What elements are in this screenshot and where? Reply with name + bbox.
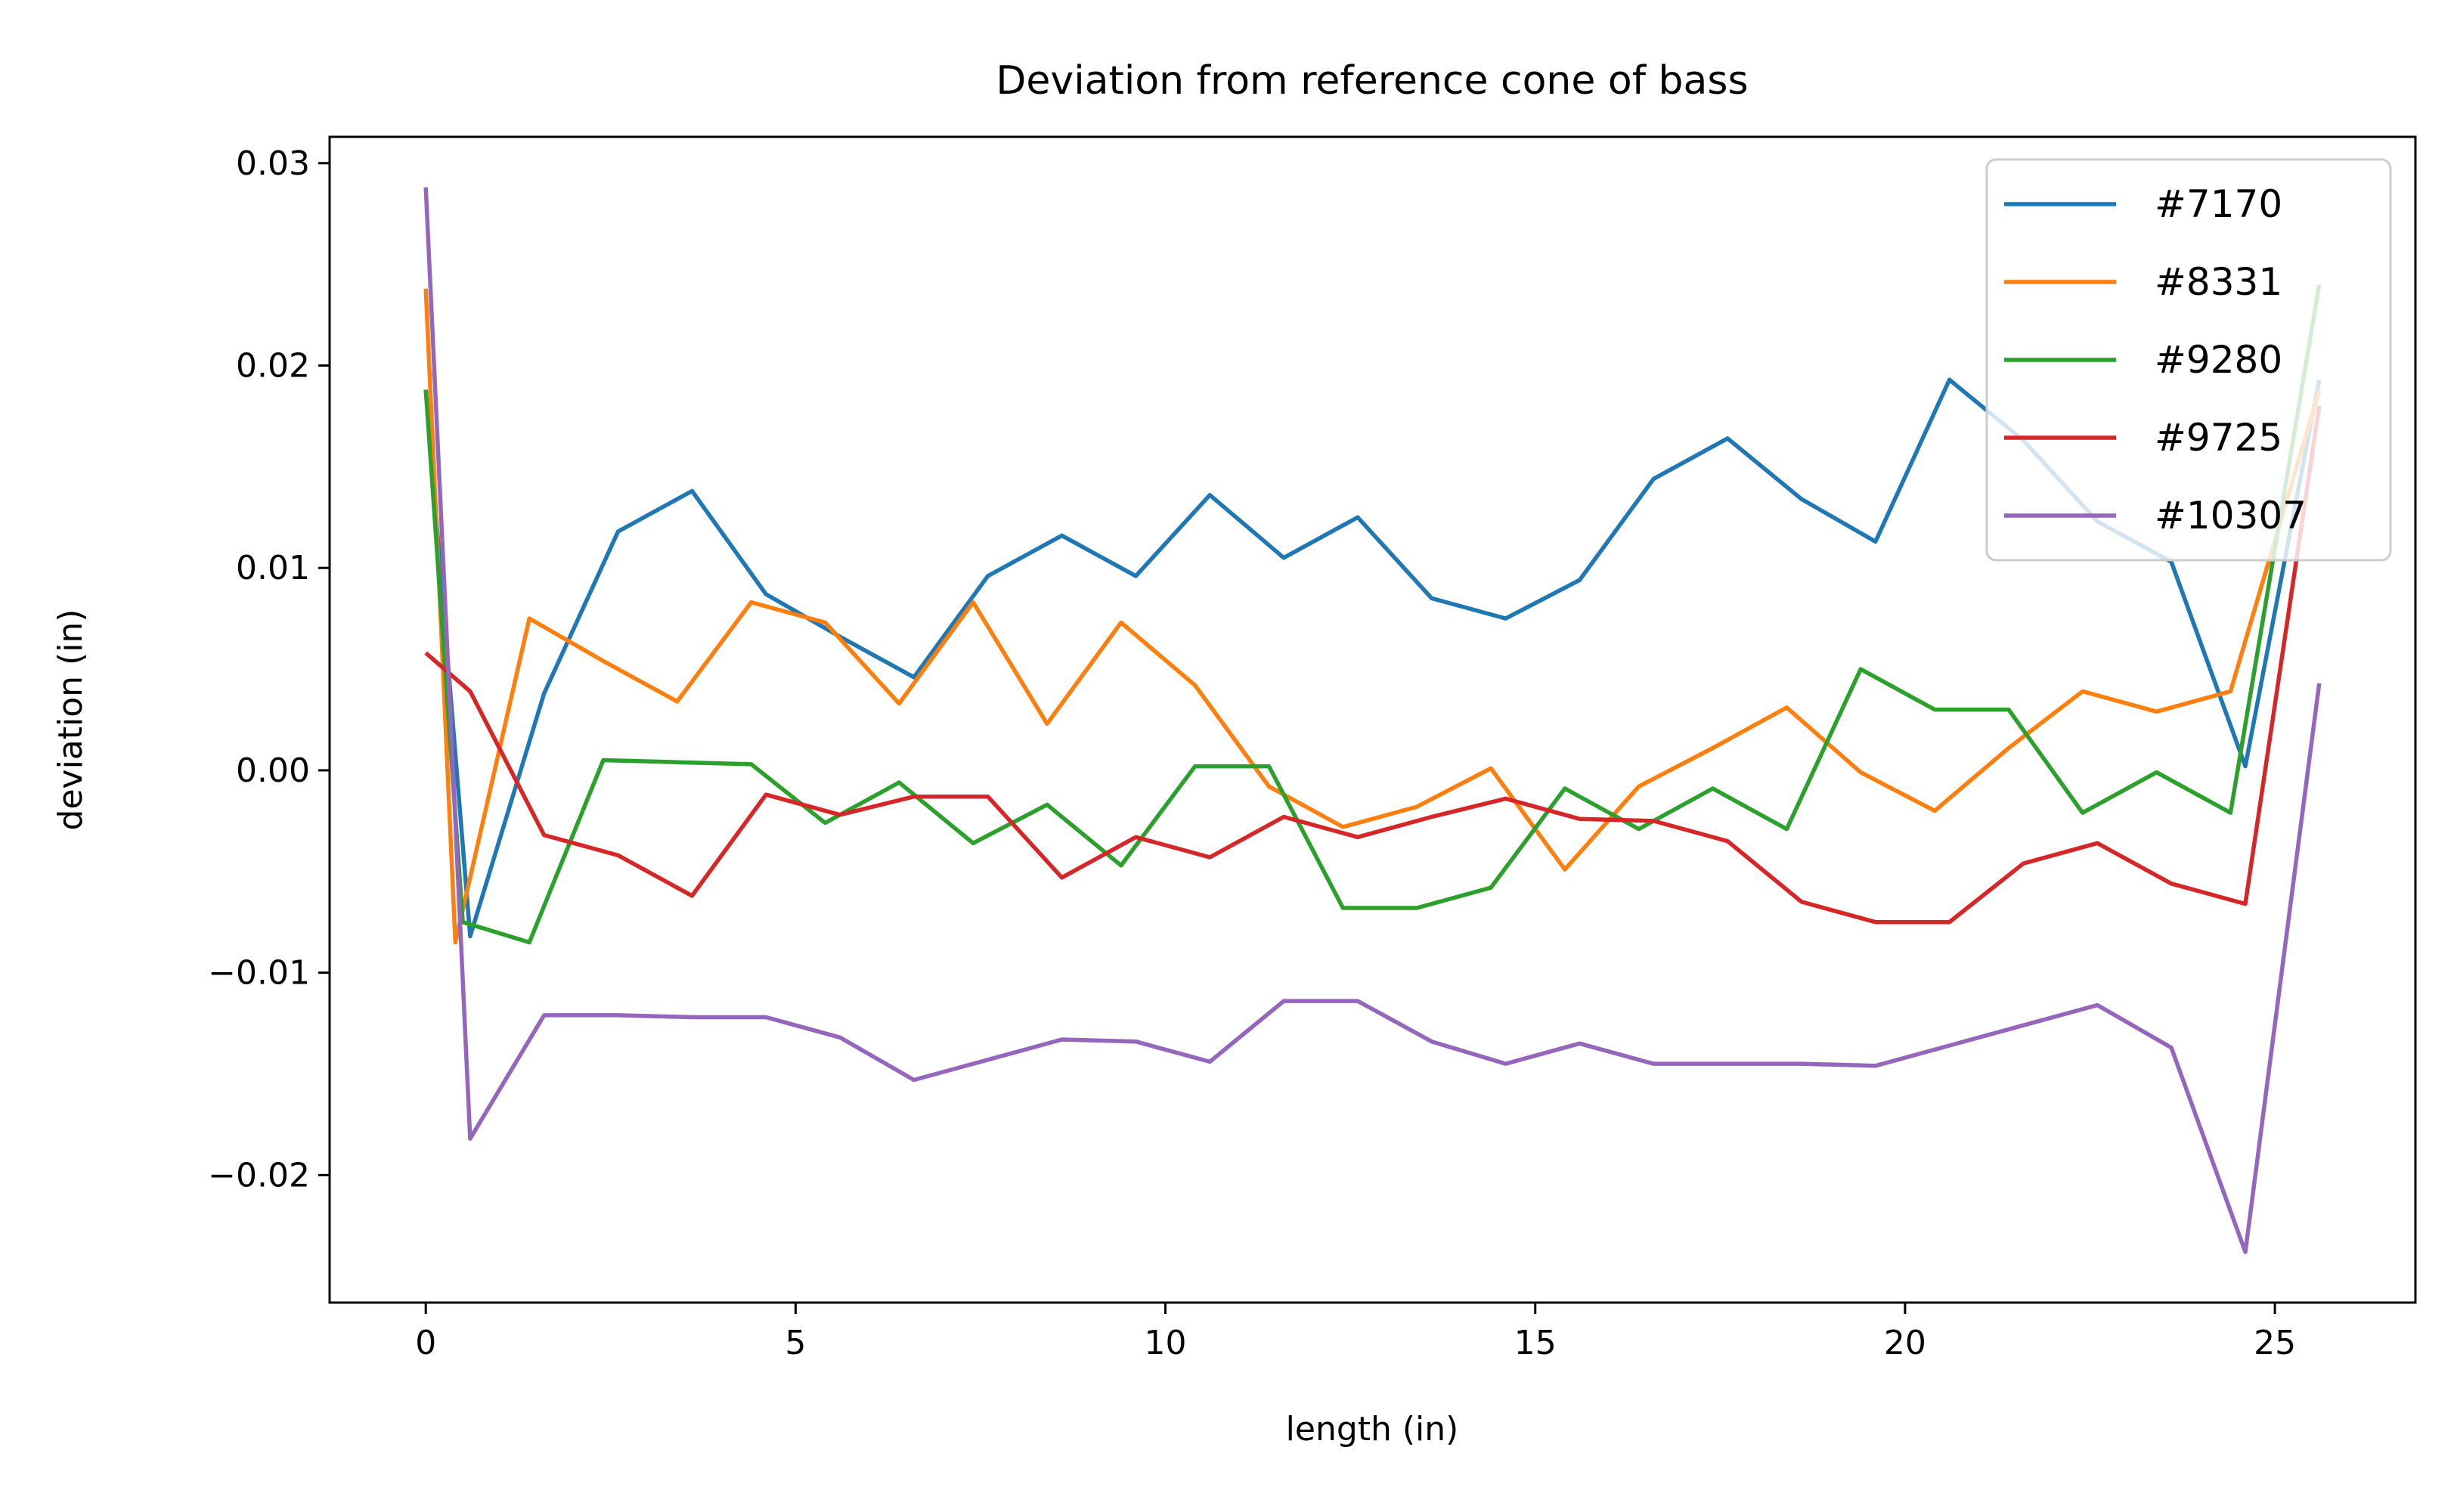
y-tick-label: 0.00 (236, 751, 310, 790)
series-line-3 (424, 405, 2322, 925)
y-tick-label: 0.02 (236, 347, 310, 386)
legend-label-3: #9725 (2155, 416, 2282, 460)
x-tick-label: 10 (1145, 1324, 1187, 1362)
legend-items: #7170 #8331 #9280 #9725 #10307 (2004, 182, 2307, 538)
x-axis: 0 5 10 15 20 25 (415, 1303, 2296, 1362)
y-tick-label: 0.03 (236, 144, 310, 183)
legend-label-2: #9280 (2155, 338, 2282, 382)
y-tick-label: 0.01 (236, 549, 310, 587)
y-axis: −0.02 −0.01 0.00 0.01 0.02 0.03 (208, 144, 330, 1194)
plot-frame (328, 135, 2417, 1304)
x-tick-label: 15 (1514, 1324, 1557, 1362)
x-tick-label: 20 (1884, 1324, 1926, 1362)
series-line-1 (423, 288, 2322, 945)
legend-label-4: #10307 (2155, 494, 2307, 538)
legend-label-1: #8331 (2155, 260, 2282, 304)
legend-label-0: #7170 (2155, 182, 2282, 226)
series-line-2 (423, 284, 2322, 945)
x-tick-label: 5 (785, 1324, 806, 1362)
x-tick-label: 0 (415, 1324, 436, 1362)
y-tick-label: −0.02 (208, 1156, 310, 1194)
y-tick-label: −0.01 (208, 954, 310, 993)
chart-title: Deviation from reference cone of bass (996, 58, 1748, 104)
x-tick-label: 25 (2254, 1324, 2296, 1362)
series-line-4 (423, 187, 2322, 1254)
x-axis-label: length (in) (1286, 1410, 1459, 1448)
legend: #7170 #8331 #9280 #9725 #10307 (1985, 158, 2392, 562)
legend-frame (1985, 158, 2392, 562)
y-axis-label: deviation (in) (51, 609, 90, 831)
